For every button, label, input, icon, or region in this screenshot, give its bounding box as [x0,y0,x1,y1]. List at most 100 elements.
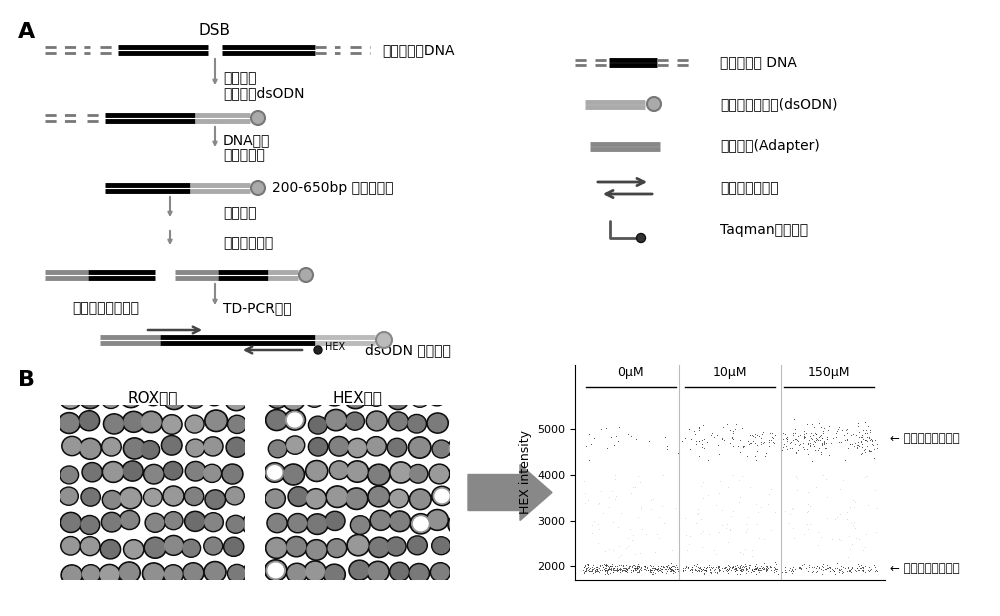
Point [670,448,686,458]
Point [854,562,870,572]
Point [869,566,885,576]
Text: 原位连接dsODN: 原位连接dsODN [223,86,304,100]
Point [653,566,669,576]
Point [747,452,763,461]
Circle shape [142,442,158,458]
Circle shape [450,564,471,585]
Point [854,565,870,575]
Point [824,534,840,544]
Point [737,561,753,571]
Point [613,550,629,560]
Point [600,564,616,573]
Point [632,477,648,487]
Point [857,561,873,570]
Point [606,563,622,573]
Point [667,562,683,572]
Point [587,566,603,576]
Point [844,563,860,573]
Point [853,560,869,570]
Text: 衬接接头(Adapter): 衬接接头(Adapter) [720,139,820,153]
Point [754,564,770,573]
Point [744,564,760,574]
Point [631,565,647,575]
Text: B: B [18,370,35,390]
Circle shape [349,560,370,580]
Point [698,566,714,576]
Point [590,500,606,509]
Point [588,562,604,572]
Point [583,439,599,449]
Point [723,511,739,521]
Point [747,564,763,574]
Circle shape [428,388,446,404]
Point [630,471,646,480]
Point [711,527,727,537]
Point [665,565,681,575]
Circle shape [228,517,244,532]
Circle shape [119,487,142,509]
Point [677,513,693,523]
Circle shape [410,466,426,482]
Point [746,564,762,574]
Circle shape [246,439,263,456]
Point [711,562,727,572]
Point [699,562,715,572]
Point [696,443,712,453]
Point [589,564,605,574]
Circle shape [225,487,244,505]
Point [720,537,736,547]
Point [761,440,777,450]
Circle shape [330,438,348,455]
Point [597,546,613,556]
Point [807,428,823,438]
Point [834,568,850,578]
Circle shape [82,489,99,505]
Point [763,525,779,535]
Point [606,440,622,450]
Point [719,566,735,576]
Point [591,563,607,573]
Point [607,470,623,480]
Point [591,524,607,533]
Point [662,563,678,573]
Point [852,562,868,572]
Point [811,418,827,428]
Point [715,566,731,576]
Point [850,559,866,569]
Point [785,565,801,575]
Point [667,567,683,577]
Point [778,433,794,443]
Point [581,429,597,439]
Circle shape [165,537,183,554]
Point [729,569,745,579]
Point [839,434,855,444]
Point [644,569,660,579]
Circle shape [429,464,450,484]
Point [622,524,638,534]
Circle shape [314,346,322,354]
Point [721,564,737,573]
Text: 特异性扩增引物: 特异性扩增引物 [720,181,779,195]
Point [859,428,875,437]
Point [643,565,659,575]
Circle shape [63,438,81,454]
Point [677,564,693,573]
Circle shape [370,510,391,530]
Point [601,492,617,502]
Point [787,564,803,574]
Point [860,500,876,510]
Point [689,566,705,576]
Point [800,487,816,497]
Circle shape [101,391,120,408]
Point [862,447,878,456]
Circle shape [407,536,427,555]
Point [747,564,763,573]
Point [831,422,847,432]
Point [663,562,679,572]
Point [847,523,863,533]
Circle shape [306,514,328,535]
Point [594,560,610,570]
Circle shape [59,387,82,409]
Circle shape [432,564,449,580]
Point [612,564,628,573]
